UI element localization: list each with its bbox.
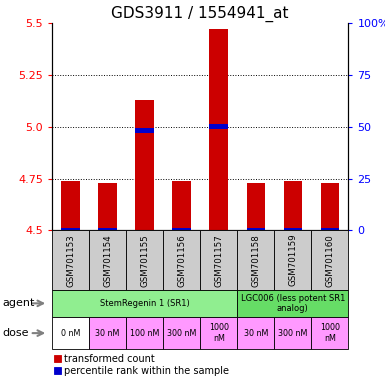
Bar: [209, 124, 228, 129]
Bar: [172, 228, 191, 233]
Text: GSM701159: GSM701159: [288, 234, 297, 286]
Text: dose: dose: [2, 328, 28, 338]
Text: GSM701158: GSM701158: [251, 234, 260, 286]
Text: 1000
nM: 1000 nM: [209, 323, 229, 343]
Text: agent: agent: [2, 298, 34, 308]
Text: GSM701157: GSM701157: [214, 234, 223, 286]
Bar: [98, 228, 117, 233]
Text: 30 nM: 30 nM: [244, 329, 268, 338]
Text: 300 nM: 300 nM: [167, 329, 196, 338]
Text: 30 nM: 30 nM: [95, 329, 120, 338]
Text: LGC006 (less potent SR1
analog): LGC006 (less potent SR1 analog): [241, 294, 345, 313]
Bar: [321, 183, 339, 230]
Bar: [172, 180, 191, 230]
Text: GSM701153: GSM701153: [66, 234, 75, 286]
Text: GSM701156: GSM701156: [177, 234, 186, 286]
Title: GDS3911 / 1554941_at: GDS3911 / 1554941_at: [111, 5, 289, 22]
Text: GSM701154: GSM701154: [103, 234, 112, 286]
Text: GSM701155: GSM701155: [140, 234, 149, 286]
Text: transformed count: transformed count: [64, 354, 155, 364]
Bar: [321, 228, 339, 233]
Bar: [98, 183, 117, 230]
Text: 0 nM: 0 nM: [61, 329, 80, 338]
Text: StemRegenin 1 (SR1): StemRegenin 1 (SR1): [100, 299, 189, 308]
Bar: [136, 128, 154, 134]
Text: percentile rank within the sample: percentile rank within the sample: [64, 366, 229, 376]
Bar: [246, 228, 265, 233]
Bar: [284, 228, 302, 233]
Text: GSM701160: GSM701160: [325, 234, 335, 286]
Text: 100 nM: 100 nM: [130, 329, 159, 338]
Bar: [61, 180, 80, 230]
Text: 300 nM: 300 nM: [278, 329, 308, 338]
Text: 1000
nM: 1000 nM: [320, 323, 340, 343]
Bar: [209, 29, 228, 230]
Bar: [284, 180, 302, 230]
Bar: [246, 183, 265, 230]
Bar: [136, 100, 154, 230]
Bar: [61, 228, 80, 233]
